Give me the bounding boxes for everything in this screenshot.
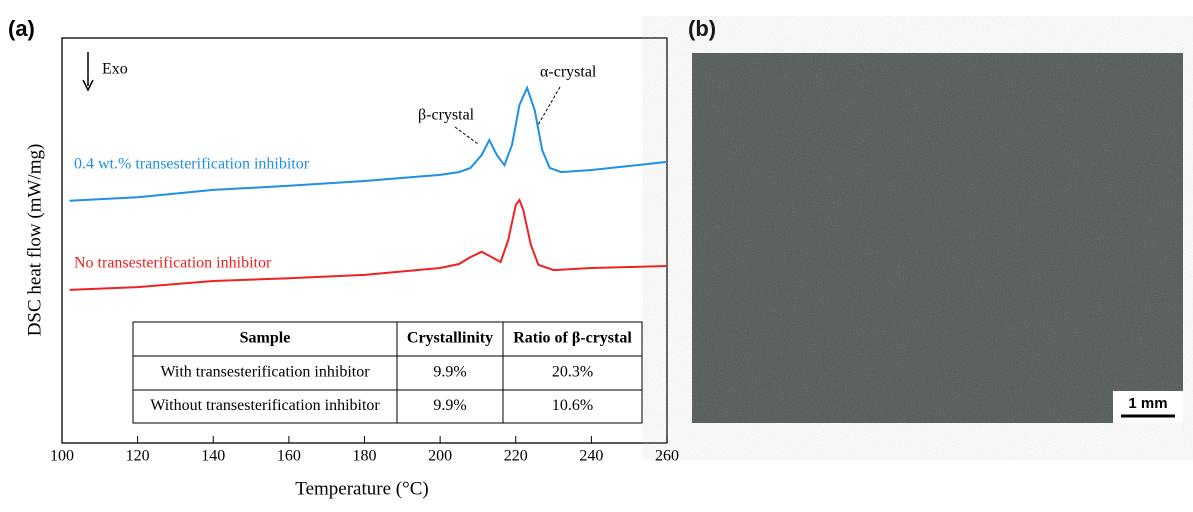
- x-tick-label: 260: [655, 448, 679, 465]
- x-tick-label: 120: [126, 448, 150, 465]
- scale-bar-box: [1113, 391, 1183, 423]
- x-tick-label: 220: [504, 448, 528, 465]
- panel-label: (b): [688, 16, 716, 41]
- x-tick-label: 240: [579, 448, 603, 465]
- annotation: α-crystal: [540, 64, 597, 81]
- table-header: Ratio of β-crystal: [513, 330, 632, 347]
- series-label: No transesterification inhibitor: [74, 255, 272, 272]
- table-cell: 9.9%: [433, 364, 466, 381]
- panel-label: (a): [8, 16, 35, 41]
- pointer: [537, 86, 561, 126]
- y-axis-label: DSC heat flow (mW/mg): [24, 144, 45, 337]
- annotation: β-crystal: [418, 107, 475, 124]
- exo-arrow-head: [82, 79, 94, 92]
- pointer: [454, 126, 479, 145]
- table-cell: 9.9%: [433, 397, 466, 414]
- series-label: 0.4 wt.% transesterification inhibitor: [74, 156, 310, 173]
- photo-texture: [692, 53, 1183, 423]
- annotation: Exo: [102, 61, 128, 78]
- x-tick-label: 200: [428, 448, 452, 465]
- line-series: [69, 197, 668, 291]
- scale-bar-label: 1 mm: [1128, 395, 1167, 412]
- table-header: Crystallinity: [407, 330, 493, 347]
- table: Sample Crystallinity Ratio of β-crystal Wit…: [132, 321, 643, 424]
- x-tick-label: 160: [277, 448, 301, 465]
- table-cell: 10.6%: [552, 397, 593, 414]
- x-tick-label: 140: [201, 448, 225, 465]
- table-cell: Without transesterification inhibitor: [150, 397, 380, 414]
- line-series: [69, 85, 668, 202]
- x-tick-label: 180: [353, 448, 377, 465]
- x-axis-label: Temperature (°C): [295, 478, 428, 499]
- table-header: Sample: [240, 330, 291, 347]
- table-cell: 20.3%: [552, 364, 593, 381]
- table-cell: With transesterification inhibitor: [160, 364, 370, 381]
- x-tick-label: 100: [50, 448, 74, 465]
- table-frame: [132, 321, 643, 424]
